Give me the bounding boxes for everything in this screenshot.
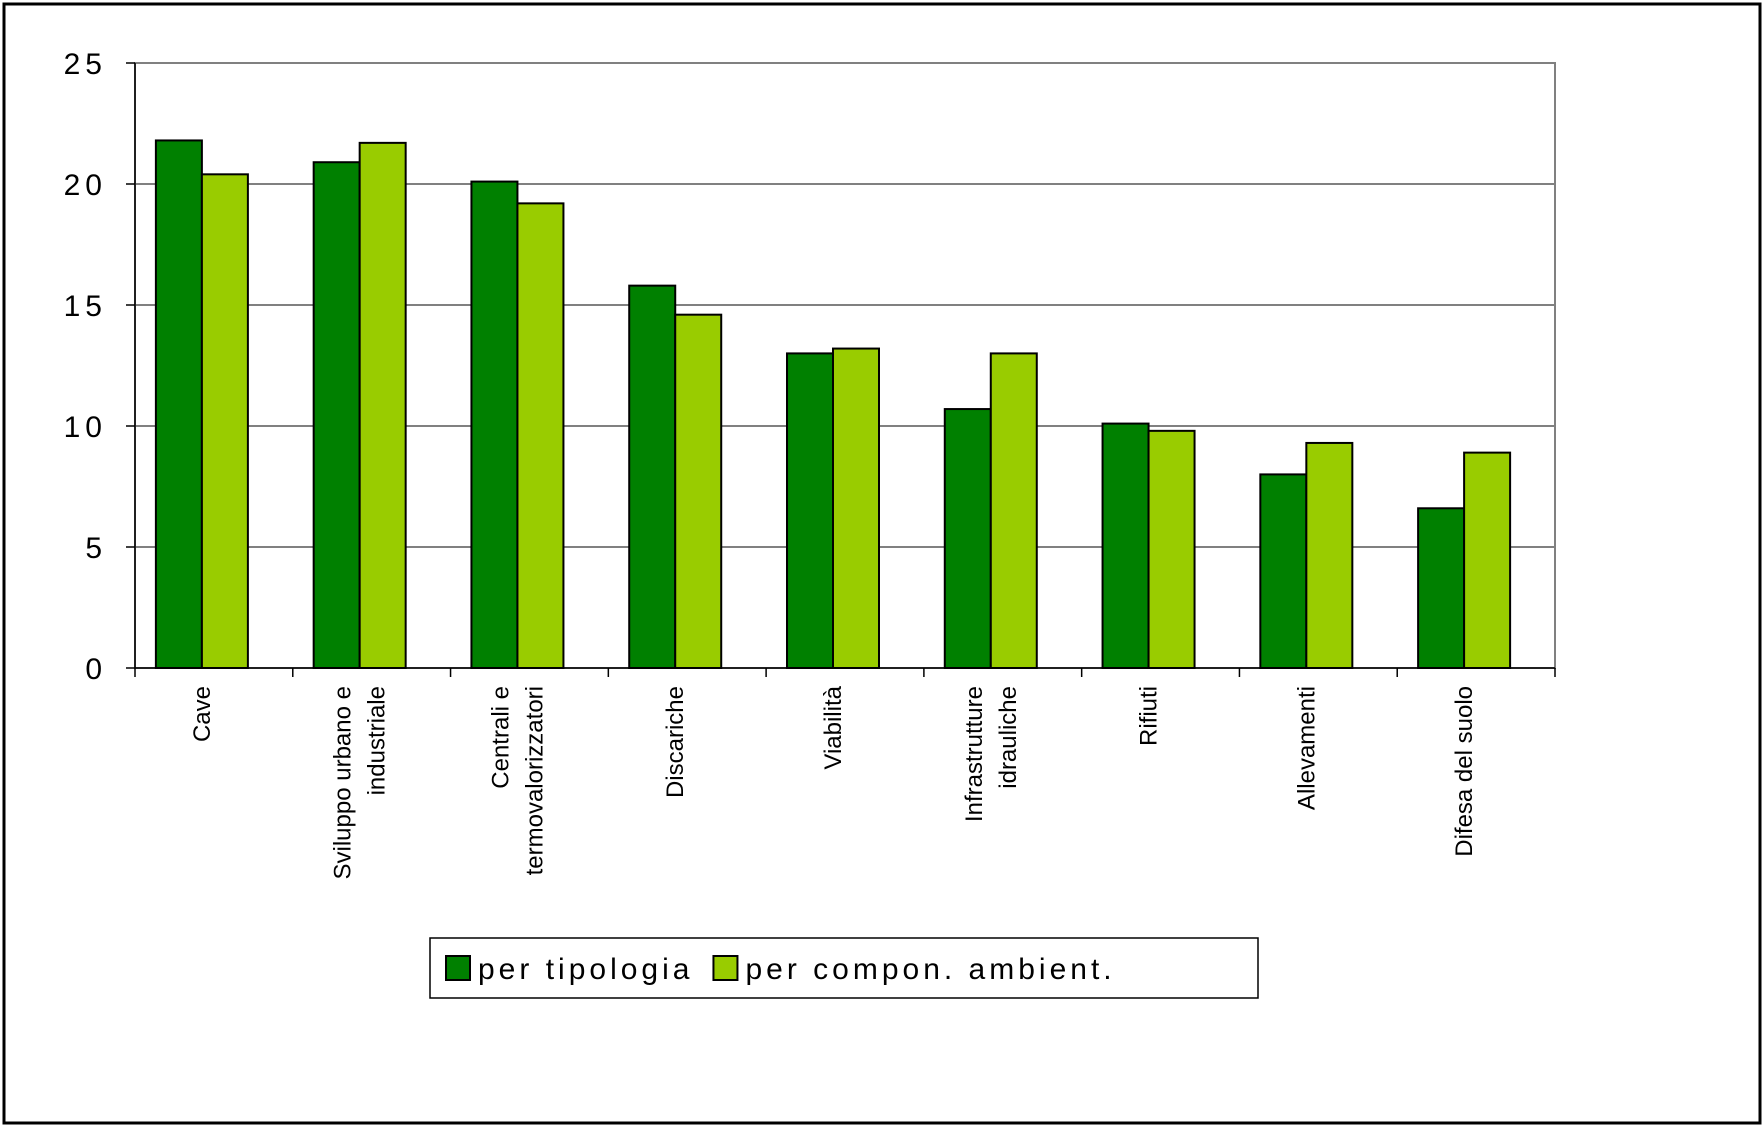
x-category-label-line: Cave — [189, 686, 216, 742]
bar-series-1 — [154, 139, 203, 669]
bar-series-1 — [1259, 473, 1308, 669]
x-category-label-line: Viabilità — [820, 685, 847, 769]
bar-series-2 — [674, 313, 723, 669]
y-tick-label: 10 — [64, 411, 107, 444]
y-tick-label: 25 — [64, 48, 107, 81]
x-category-labels: Cave Sviluppo urbano e industriale Centrali… — [189, 685, 1478, 879]
x-category-label: Sviluppo urbano e industriale — [330, 686, 391, 879]
x-category-label-line: Sviluppo urbano e — [330, 686, 357, 879]
x-category-label-line: Discariche — [662, 686, 689, 798]
x-category-label-line: termovalorizzatori — [521, 686, 548, 875]
y-tick-labels: 0 5 10 15 20 25 — [64, 48, 107, 686]
x-category-label: Infrastrutture idrauliche — [961, 686, 1022, 822]
bars — [154, 139, 1512, 670]
y-tick-label: 5 — [85, 532, 107, 565]
bar-series-1 — [786, 352, 834, 669]
x-category-label: Cave — [189, 686, 216, 742]
bar-series-1 — [312, 161, 361, 669]
bar-series-2 — [516, 202, 565, 670]
y-tick-label: 0 — [85, 653, 107, 686]
legend: per tipologia per compon. ambient. — [429, 937, 1259, 999]
x-category-label: Rifiuti — [1136, 686, 1163, 746]
bar-series-2 — [1147, 429, 1196, 669]
legend-swatch-2 — [712, 955, 739, 981]
y-tick-label: 20 — [64, 169, 107, 202]
x-category-label-line: Infrastrutture — [961, 686, 988, 822]
bar-series-1 — [470, 180, 519, 670]
x-category-label-line: Rifiuti — [1136, 686, 1163, 746]
x-category-label-line: Allevamenti — [1293, 686, 1320, 810]
bar-series-2 — [1305, 441, 1354, 669]
x-category-label-line: idrauliche — [995, 686, 1022, 789]
legend-swatch-1 — [445, 955, 471, 981]
x-category-label: Allevamenti — [1293, 686, 1320, 810]
bar-series-1 — [1101, 422, 1150, 669]
bar-series-2 — [200, 173, 249, 669]
x-category-label-line: industriale — [364, 686, 391, 795]
bar-series-2 — [989, 352, 1038, 669]
legend-label-2: per compon. ambient. — [745, 953, 1115, 986]
y-tick-label: 15 — [64, 290, 107, 323]
legend-box — [429, 937, 1259, 999]
x-category-label-line: Difesa del suolo — [1451, 686, 1478, 857]
x-category-label: Viabilità — [820, 685, 847, 769]
bar-series-2 — [832, 347, 880, 669]
bar-series-2 — [1463, 451, 1512, 669]
axes — [126, 62, 1556, 677]
legend-label-1: per tipologia — [478, 953, 693, 986]
bar-series-1 — [943, 408, 992, 669]
x-category-label: Difesa del suolo — [1451, 686, 1478, 857]
bar-series-2 — [358, 141, 407, 670]
x-category-label: Discariche — [662, 686, 689, 798]
bar-series-1 — [628, 284, 677, 669]
bar-series-1 — [1417, 507, 1466, 669]
x-category-label-line: Centrali e — [487, 686, 514, 789]
x-category-label: Centrali e termovalorizzatori — [487, 686, 548, 875]
